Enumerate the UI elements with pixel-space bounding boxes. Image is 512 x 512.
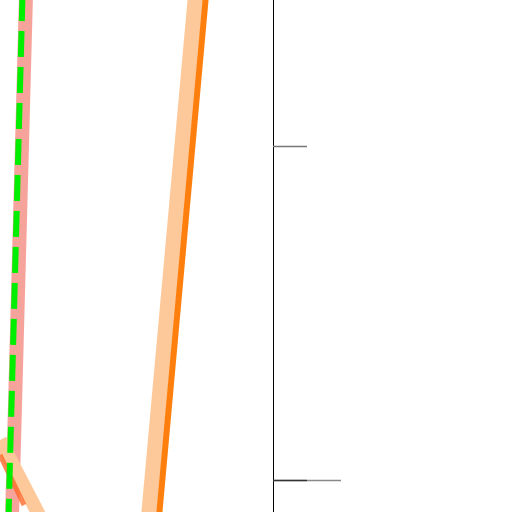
- green-dashed-line: [5, 0, 26, 512]
- peach-band-diagonal: [0, 436, 46, 512]
- pink-band: [5, 0, 33, 512]
- peach-band: [141, 0, 204, 512]
- orange-line: [156, 0, 209, 512]
